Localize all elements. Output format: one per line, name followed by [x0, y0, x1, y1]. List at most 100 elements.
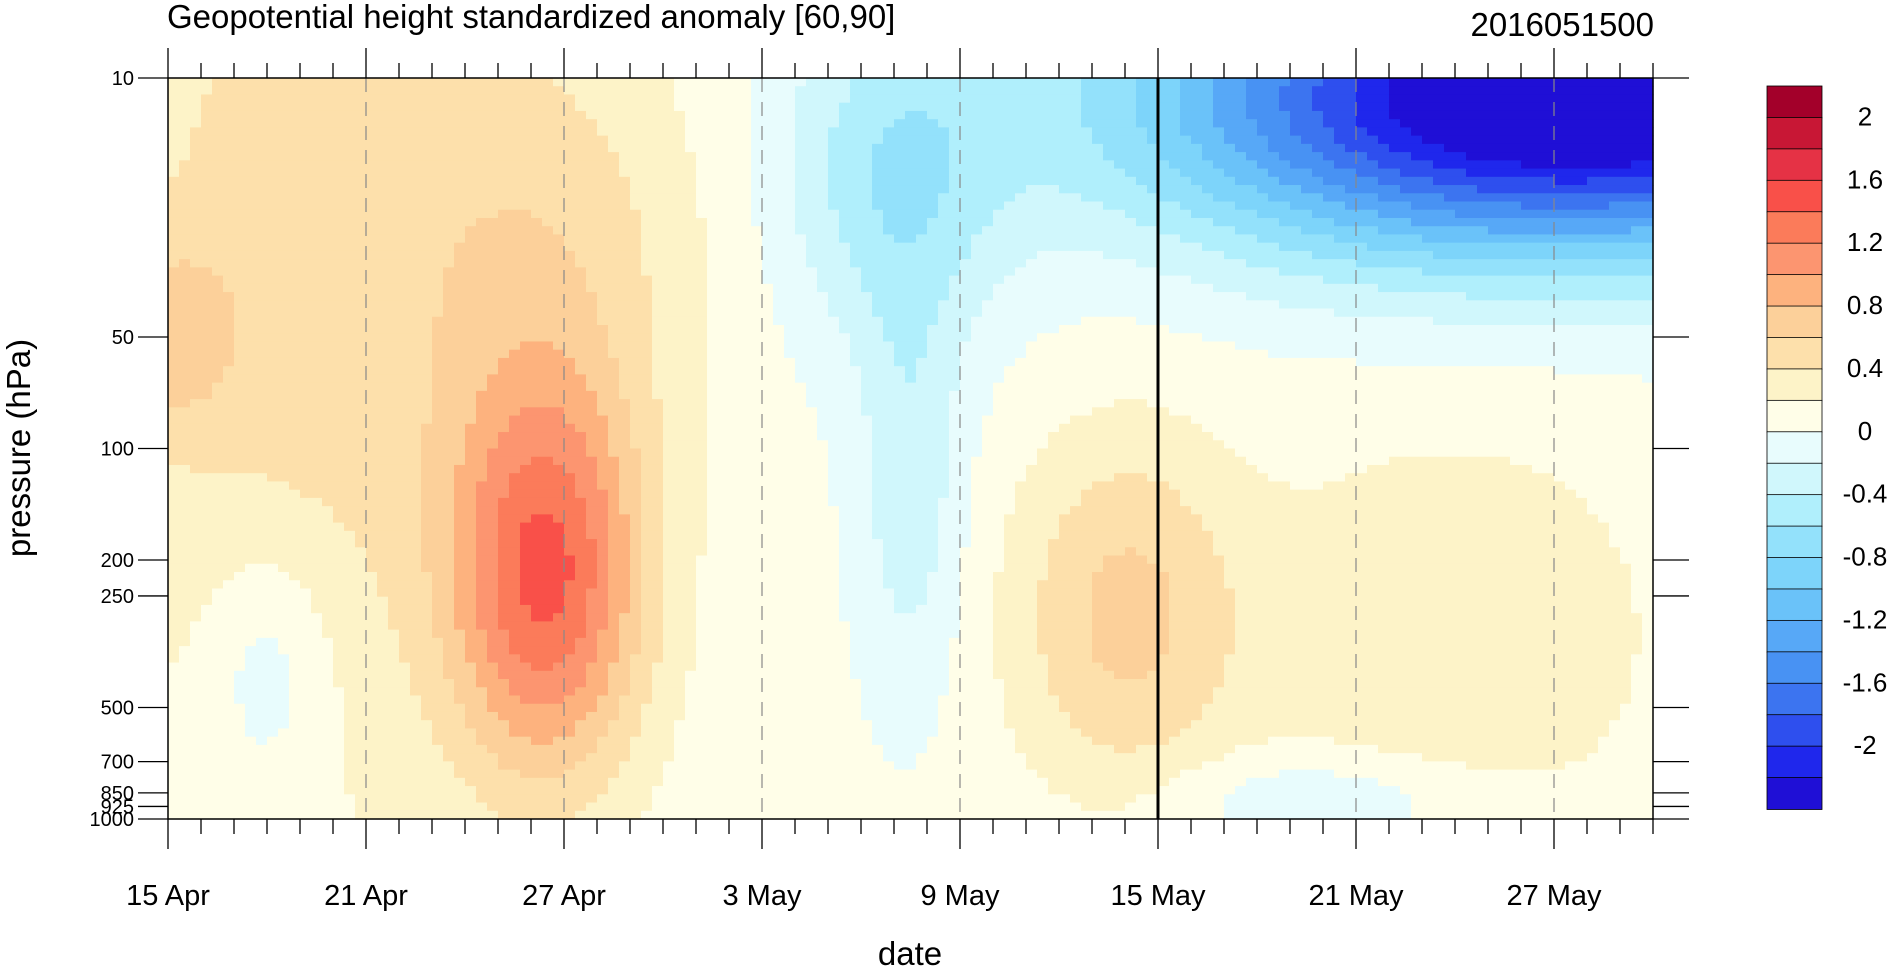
field-cell [454, 514, 466, 524]
field-cell [432, 539, 444, 548]
field-cell [509, 217, 521, 227]
field-cell [355, 662, 367, 672]
field-cell [366, 572, 378, 581]
field-cell [322, 209, 334, 219]
field-cell [410, 292, 422, 301]
field-cell [311, 497, 323, 507]
field-cell [718, 250, 730, 260]
field-cell [663, 794, 675, 804]
field-cell [267, 769, 279, 779]
field-cell [674, 563, 686, 573]
field-cell [234, 185, 246, 194]
field-cell [256, 481, 268, 491]
field-cell [641, 209, 653, 219]
field-cell [520, 283, 532, 293]
field-cell [641, 786, 653, 795]
field-cell [355, 341, 367, 351]
field-cell [740, 209, 752, 219]
field-cell [366, 464, 378, 474]
field-cell [212, 580, 224, 590]
field-cell [762, 415, 774, 425]
field-cell [443, 555, 455, 565]
field-cell [245, 292, 257, 301]
field-cell [553, 226, 565, 236]
field-cell [773, 217, 785, 227]
field-cell [553, 143, 565, 153]
field-cell [421, 135, 433, 145]
field-cell [366, 448, 378, 458]
field-cell [278, 654, 290, 664]
field-cell [751, 604, 763, 614]
field-cell [443, 94, 455, 104]
field-cell [729, 580, 741, 590]
field-cell [652, 399, 664, 408]
field-cell [278, 580, 290, 590]
field-cell [223, 497, 235, 507]
field-cell [344, 86, 356, 96]
field-cell [190, 736, 202, 746]
field-cell [740, 390, 752, 400]
field-cell [630, 481, 642, 491]
field-cell [520, 341, 532, 351]
field-cell [553, 86, 565, 96]
field-cell [718, 687, 730, 697]
field-cell [201, 456, 213, 466]
field-cell [366, 753, 378, 762]
field-cell [619, 110, 631, 120]
field-cell [685, 432, 697, 441]
field-cell [674, 193, 686, 203]
field-cell [234, 489, 246, 499]
field-cell [289, 711, 301, 721]
field-cell [344, 786, 356, 795]
field-cell [751, 119, 763, 128]
field-cell [223, 464, 235, 474]
field-cell [410, 555, 422, 565]
field-cell [399, 333, 411, 343]
field-cell [333, 497, 345, 507]
field-cell [498, 127, 510, 137]
field-cell [311, 234, 323, 244]
field-cell [256, 687, 268, 697]
field-cell [553, 802, 565, 812]
field-cell [729, 777, 741, 787]
field-cell [542, 448, 554, 458]
field-cell [619, 604, 631, 614]
field-cell [300, 547, 312, 557]
field-cell [190, 695, 202, 705]
field-cell [355, 588, 367, 598]
field-cell [399, 744, 411, 754]
field-cell [201, 753, 213, 762]
field-cell [454, 160, 466, 170]
field-cell [355, 308, 367, 318]
field-cell [586, 357, 598, 367]
field-cell [751, 341, 763, 351]
field-cell [740, 646, 752, 655]
field-cell [663, 275, 675, 285]
field-cell [410, 646, 422, 655]
field-cell [696, 687, 708, 697]
field-cell [377, 703, 389, 713]
field-cell [718, 646, 730, 655]
field-cell [531, 300, 543, 310]
field-cell [267, 283, 279, 293]
field-cell [300, 152, 312, 161]
field-cell [212, 234, 224, 244]
field-cell [630, 456, 642, 466]
field-cell [751, 810, 763, 820]
field-cell [586, 448, 598, 458]
field-cell [190, 275, 202, 285]
field-cell [278, 794, 290, 804]
field-cell [201, 473, 213, 483]
field-cell [344, 555, 356, 565]
field-cell [652, 497, 664, 507]
field-cell [487, 522, 499, 532]
field-cell [410, 514, 422, 524]
field-cell [168, 563, 180, 573]
field-cell [564, 687, 576, 697]
field-cell [740, 728, 752, 738]
field-cell [234, 679, 246, 688]
field-cell [454, 621, 466, 631]
field-cell [190, 563, 202, 573]
field-cell [630, 695, 642, 705]
field-cell [355, 489, 367, 499]
